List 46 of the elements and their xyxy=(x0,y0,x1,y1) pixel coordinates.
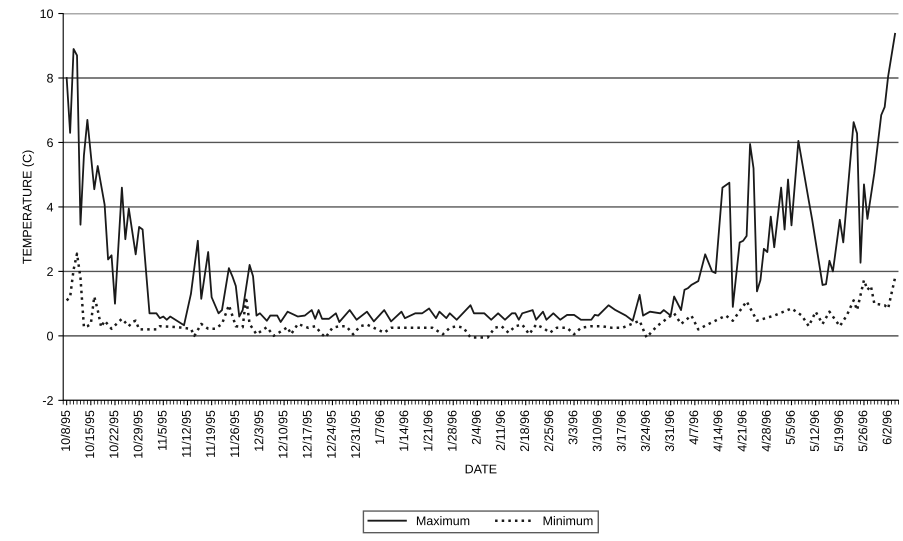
x-tick-label: 11/12/95 xyxy=(182,410,191,457)
x-tick-label: 12/24/95 xyxy=(326,410,336,458)
y-tick-label: -2 xyxy=(42,396,53,405)
x-tick-label: 3/10/96 xyxy=(592,410,602,452)
x-tick-label: 1/7/96 xyxy=(374,410,384,444)
x-tick-label: 1/28/96 xyxy=(447,410,457,451)
x-tick-label: 10/22/95 xyxy=(109,410,118,458)
x-tick-label: 3/31/96 xyxy=(664,410,674,452)
x-tick-label: 5/26/96 xyxy=(858,410,868,452)
y-tick-label: 8 xyxy=(47,74,53,83)
x-tick-label: 5/19/96 xyxy=(834,410,844,452)
x-tick-label: 12/3/95 xyxy=(254,410,264,451)
x-tick-label: 10/29/95 xyxy=(133,410,142,458)
x-tick-label: 1/21/96 xyxy=(423,410,432,451)
x-tick-label: 4/7/96 xyxy=(689,410,698,445)
x-tick-label: 12/10/95 xyxy=(278,410,288,458)
x-tick-label: 3/17/96 xyxy=(616,410,626,452)
x-tick-label: 2/11/96 xyxy=(496,410,505,450)
x-tick-label: 4/21/96 xyxy=(737,410,747,452)
legend-label: Maximum xyxy=(416,516,470,526)
x-tick-label: 1/14/96 xyxy=(399,410,408,451)
x-tick-label: 4/28/96 xyxy=(762,410,771,452)
x-tick-label: 4/14/96 xyxy=(713,410,722,452)
x-tick-label: 3/24/96 xyxy=(640,410,650,452)
x-tick-label: 5/5/96 xyxy=(786,410,795,444)
y-tick-label: 10 xyxy=(40,9,53,18)
y-tick-label: 6 xyxy=(47,138,53,148)
x-tick-label: 2/18/96 xyxy=(520,410,530,452)
x-tick-label: 3/3/96 xyxy=(568,410,578,444)
x-tick-label: 10/15/95 xyxy=(84,410,94,458)
x-tick-label: 2/4/96 xyxy=(472,410,481,444)
y-tick-label: 2 xyxy=(47,267,53,276)
x-tick-label: 10/8/95 xyxy=(60,410,70,451)
x-tick-label: 5/12/96 xyxy=(810,410,820,452)
x-tick-label: 11/26/95 xyxy=(230,410,240,457)
x-tick-label: 2/25/96 xyxy=(544,410,554,452)
x-tick-label: 12/17/95 xyxy=(302,410,312,458)
y-tick-label: 0 xyxy=(47,332,53,341)
legend-label: Minimum xyxy=(544,516,592,526)
x-axis-title: DATE xyxy=(466,464,497,474)
x-tick-label: 11/19/95 xyxy=(206,410,215,457)
x-tick-label: 12/31/95 xyxy=(350,410,360,458)
x-tick-label: 11/5/95 xyxy=(157,410,167,450)
x-tick-label: 6/2/96 xyxy=(882,410,892,444)
y-axis-title: TEMPERATURE (C) xyxy=(22,150,34,264)
y-tick-label: 4 xyxy=(46,202,54,212)
